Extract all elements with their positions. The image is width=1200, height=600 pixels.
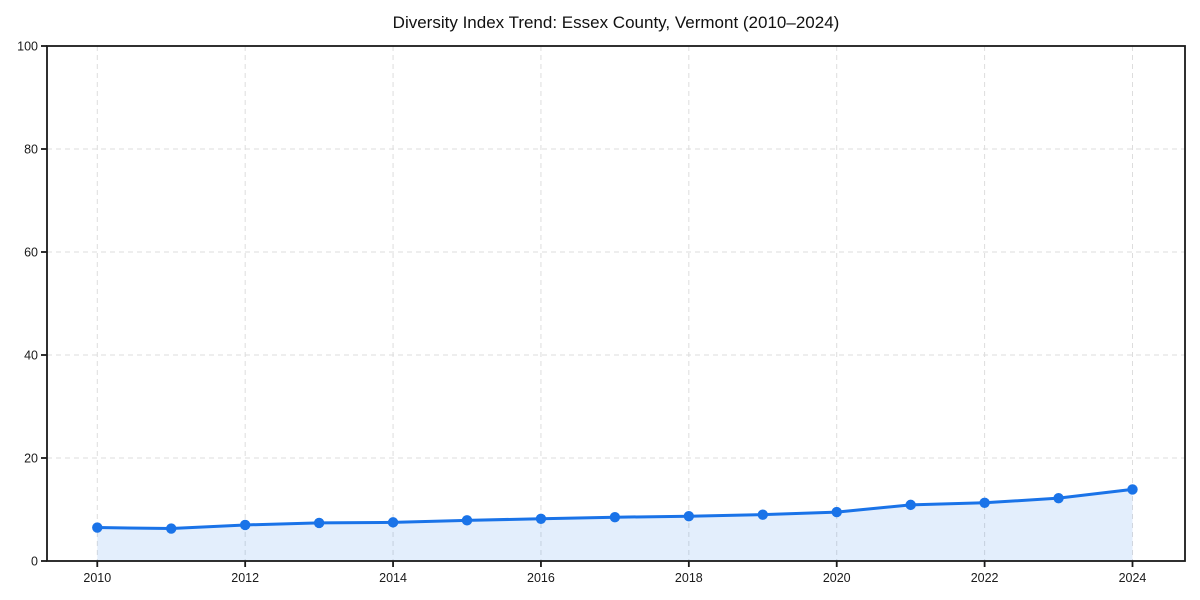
plot-border [46, 45, 1186, 562]
y-tick-label: 0 [31, 555, 38, 569]
data-point-2015 [461, 515, 473, 526]
series-layer [92, 484, 1138, 561]
x-tick-label: 2014 [379, 571, 407, 585]
data-point-2013 [313, 517, 325, 529]
x-tick-label: 2016 [527, 571, 555, 585]
grid-layer [47, 45, 1185, 561]
data-point-2017 [609, 512, 621, 523]
x-tick-label: 2010 [83, 571, 111, 585]
x-tick-label: 2012 [231, 571, 259, 585]
x-tick-label: 2024 [1119, 571, 1147, 585]
chart-title: Diversity Index Trend: Essex County, Ver… [393, 13, 840, 32]
x-tick-label: 2018 [675, 571, 703, 585]
y-tick-label: 20 [24, 452, 38, 466]
data-point-2022 [979, 497, 990, 509]
data-point-2018 [683, 510, 695, 522]
data-point-2024 [1127, 484, 1138, 495]
y-tick-label: 80 [24, 143, 38, 157]
axis-layer: 2010 2012 2014 2016 2018 2020 2022 2024 0 20 40 60 8… [17, 40, 1186, 585]
x-tick-label: 2020 [823, 571, 851, 585]
data-point-2020 [831, 506, 842, 518]
data-point-2012 [239, 519, 251, 531]
data-point-2021 [905, 499, 916, 511]
data-point-2010 [92, 522, 103, 533]
data-point-2019 [757, 509, 768, 520]
x-tick-label: 2022 [971, 571, 999, 585]
data-point-2011 [166, 523, 177, 534]
y-tick-label: 60 [24, 246, 38, 260]
data-point-2023 [1053, 492, 1064, 504]
y-tick-label: 100 [17, 40, 38, 54]
area-fill [97, 489, 1133, 561]
data-point-2016 [535, 513, 547, 524]
y-tick-label: 40 [24, 349, 38, 363]
data-point-2014 [387, 517, 399, 528]
